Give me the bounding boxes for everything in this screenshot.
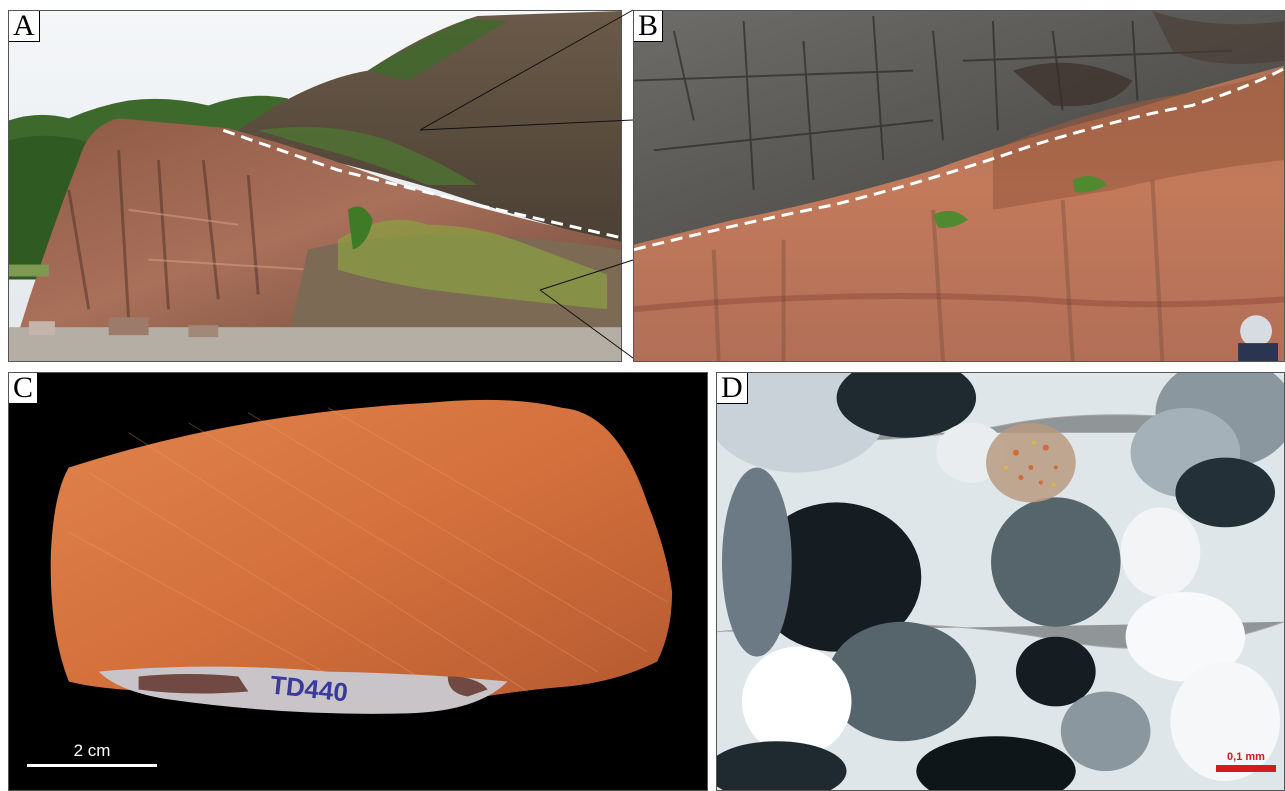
thin-section-micrograph (717, 373, 1284, 790)
hand-specimen-photo: TD440 (9, 373, 707, 790)
contact-line (222, 128, 621, 240)
scale-bar-line (1216, 765, 1276, 772)
contact-line (634, 67, 1284, 252)
scale-bar: 2 cm (27, 741, 157, 767)
scale-bar: 0,1 mm (1216, 751, 1276, 772)
scale-bar-label: 0,1 mm (1227, 751, 1265, 763)
panel-label: B (634, 11, 664, 42)
panel-d-thin-section: D 0,1 mm (716, 372, 1285, 791)
outcrop-photo (9, 11, 621, 361)
panel-label: A (9, 11, 40, 42)
panel-label: C (9, 373, 39, 404)
panel-label: D (717, 373, 748, 404)
scale-bar-label: 2 cm (73, 741, 111, 760)
scale-bar-line (27, 764, 157, 767)
panel-b-contact-detail: B (633, 10, 1285, 362)
contact-detail-photo (634, 11, 1284, 361)
panel-a-outcrop-photo: A (8, 10, 622, 362)
panel-c-hand-specimen: TD440 C 2 cm (8, 372, 708, 791)
